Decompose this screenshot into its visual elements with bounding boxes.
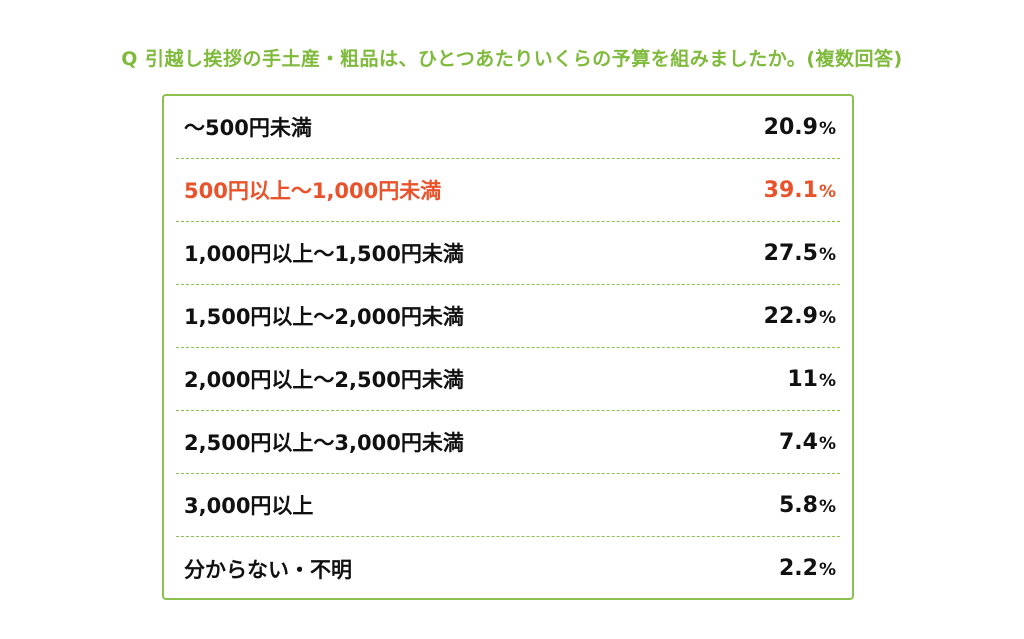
row-value: 20.9%	[764, 115, 840, 140]
percent-unit: %	[818, 181, 836, 202]
row-label: 3,000円以上	[184, 494, 314, 518]
row-value: 22.9%	[764, 304, 840, 329]
row-value: 27.5%	[764, 241, 840, 266]
percent-unit: %	[818, 307, 836, 328]
table-row: 2,500円以上〜3,000円未満 7.4%	[176, 411, 840, 474]
percent-unit: %	[818, 496, 836, 517]
row-label: 1,500円以上〜2,000円未満	[184, 305, 464, 329]
row-label: 500円以上〜1,000円未満	[184, 179, 442, 203]
value-number: 22.9	[763, 303, 818, 329]
table-row: 〜500円未満 20.9%	[176, 96, 840, 159]
table-row: 分からない・不明 2.2%	[176, 537, 840, 600]
percent-unit: %	[818, 118, 836, 139]
table-row: 3,000円以上 5.8%	[176, 474, 840, 537]
row-value: 39.1%	[764, 178, 840, 203]
row-label: 〜500円未満	[184, 116, 312, 140]
row-value: 11%	[787, 367, 840, 392]
table-row: 500円以上〜1,000円未満 39.1%	[176, 159, 840, 222]
value-number: 2.2	[778, 556, 818, 581]
row-value: 5.8%	[779, 493, 840, 518]
value-number: 39.1	[763, 177, 818, 203]
row-label: 2,000円以上〜2,500円未満	[184, 368, 464, 392]
table-row: 2,000円以上〜2,500円未満 11%	[176, 348, 840, 411]
row-value: 2.2%	[779, 556, 840, 581]
question-title: Q 引越し挨拶の手土産・粗品は、ひとつあたりいくらの予算を組みましたか。(複数回…	[121, 48, 903, 70]
results-table: 〜500円未満 20.9% 500円以上〜1,000円未満 39.1% 1,000円以上…	[162, 94, 854, 600]
percent-unit: %	[818, 370, 836, 391]
row-label: 2,500円以上〜3,000円未満	[184, 431, 464, 455]
percent-unit: %	[818, 560, 836, 580]
value-number: 27.5	[763, 240, 818, 266]
row-label: 1,000円以上〜1,500円未満	[184, 242, 464, 266]
value-number: 11	[787, 366, 818, 392]
percent-unit: %	[818, 244, 836, 265]
value-number: 7.4	[778, 429, 818, 455]
value-number: 20.9	[763, 114, 818, 140]
results-rows: 〜500円未満 20.9% 500円以上〜1,000円未満 39.1% 1,000円以上…	[176, 96, 840, 598]
table-row: 1,000円以上〜1,500円未満 27.5%	[176, 222, 840, 285]
table-row: 1,500円以上〜2,000円未満 22.9%	[176, 285, 840, 348]
percent-unit: %	[818, 433, 836, 454]
value-number: 5.8	[778, 492, 818, 518]
row-label: 分からない・不明	[184, 557, 352, 582]
row-value: 7.4%	[779, 430, 840, 455]
